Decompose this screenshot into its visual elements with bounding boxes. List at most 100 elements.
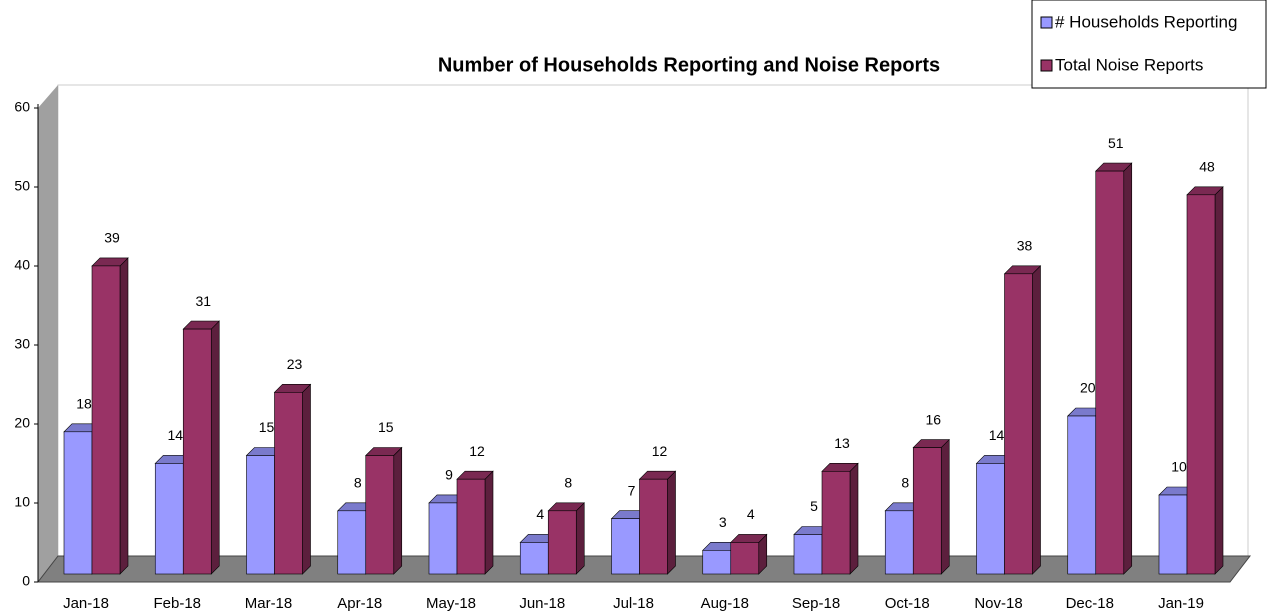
x-tick-label: Jul-18 [613,595,654,612]
x-tick-label: Sep-18 [792,595,840,612]
bar-front [246,455,275,575]
bar-front [91,265,121,575]
bar-front [182,328,212,575]
data-label: 7 [628,482,636,498]
data-label: 15 [378,419,394,435]
x-tick-label: Mar-18 [245,595,293,612]
x-tick-label: Oct-18 [885,595,930,612]
data-label: 4 [536,506,544,522]
data-label: 31 [195,293,211,309]
x-tick-label: Feb-18 [153,595,201,612]
bar [456,470,494,575]
bar [91,257,129,575]
x-tick-label: May-18 [426,595,476,612]
data-label: 8 [901,475,909,491]
bar-front [456,478,486,575]
data-label: 38 [1017,238,1033,254]
data-label: 13 [834,435,850,451]
bar-front [154,463,184,575]
x-tick-label: Jan-19 [1158,595,1204,612]
bar [1095,162,1133,575]
bar-front [611,518,640,575]
bar [273,383,312,575]
data-label: 39 [104,230,120,246]
x-tick-label: Aug-18 [701,595,749,612]
data-label: 8 [564,475,572,491]
bar-side [393,446,403,575]
data-label: 12 [652,443,668,459]
bar-front [63,431,93,575]
data-label: 48 [1199,159,1215,175]
legend-swatch [1040,16,1053,29]
bar-front [547,510,577,575]
bar [547,502,585,575]
y-tick-label: 40 [14,257,30,273]
data-label: 16 [925,411,941,427]
data-label: 5 [810,498,818,514]
bar-side [667,470,676,575]
data-label: 10 [1171,459,1187,475]
bar-front [793,534,823,575]
bar-front [821,470,851,575]
data-label: 51 [1108,135,1124,151]
bar-front [1067,415,1097,575]
bar-front [337,510,367,575]
bar-side [940,438,950,575]
bar-side [210,320,220,575]
data-label: 14 [167,427,183,443]
bar [1186,186,1224,575]
legend-label: # Households Reporting [1055,12,1237,31]
data-label: 15 [259,419,275,435]
bar-front [912,447,942,575]
bar-side [849,462,859,575]
data-label: 12 [469,443,485,459]
bar-side [1123,162,1133,575]
bar [638,470,677,575]
chart-title: Number of Households Reporting and Noise… [438,54,940,76]
bar-front [519,542,549,575]
x-tick-label: Apr-18 [337,595,382,612]
bar [1003,265,1042,575]
bar-side [484,470,494,575]
bar-side [1032,265,1041,575]
data-label: 23 [287,356,303,372]
bar-front [1158,494,1188,575]
bar-side [119,257,129,575]
bar-front [1186,194,1216,575]
data-label: 18 [76,396,92,412]
side-wall [38,85,58,582]
x-tick-label: Nov-18 [974,595,1022,612]
y-tick-label: 10 [14,494,30,510]
bar-side [1214,186,1224,575]
bar-front [730,542,760,575]
data-label: 20 [1080,380,1096,396]
x-tick-label: Dec-18 [1066,595,1114,612]
data-label: 8 [354,475,362,491]
data-label: 9 [445,467,453,483]
bar-front [274,391,303,575]
bar-side [302,383,311,575]
bar [821,462,859,575]
x-tick-label: Jun-18 [519,595,565,612]
bar-front [702,549,732,575]
data-label: 4 [747,506,755,522]
bar-front [428,502,458,575]
bar [912,438,950,575]
bar-side [575,502,585,575]
data-label: 14 [989,427,1005,443]
x-tick-label: Jan-18 [63,595,109,612]
legend-label: Total Noise Reports [1055,55,1203,74]
bar-front [976,463,1005,575]
bar-front [639,478,668,575]
bar-front [1095,170,1125,575]
y-tick-label: 0 [22,573,30,589]
y-tick-label: 50 [14,178,30,194]
y-tick-label: 20 [14,415,30,431]
y-tick-label: 30 [14,336,30,352]
data-label: 3 [719,514,727,530]
legend-swatch [1040,59,1053,72]
bar [182,320,220,575]
legend [1031,0,1267,89]
bar [365,446,403,575]
